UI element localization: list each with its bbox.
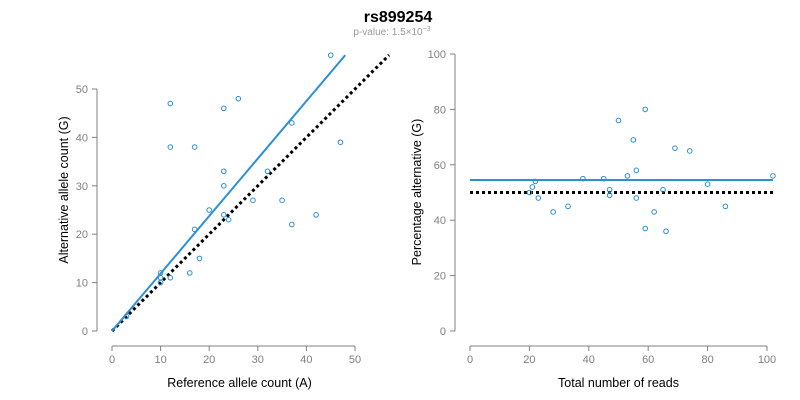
right-data-point [633, 167, 640, 174]
right-y-tick-label: 0 [440, 326, 446, 338]
chart-subtitle: p-value: 1.5×10−3 [353, 26, 430, 38]
left-data-point [191, 144, 198, 150]
left-y-tick-label: 20 [76, 229, 88, 241]
chart-title: rs899254 [364, 9, 433, 26]
left-y-axis-label: Alternative allele count (G) [57, 116, 71, 263]
right-data-point [704, 181, 711, 187]
right-y-tick-label: 60 [434, 160, 446, 172]
left-x-tick-label: 0 [109, 354, 115, 366]
left-data-point [167, 274, 174, 281]
left-x-tick-label: 10 [154, 354, 166, 366]
right-y-tick-label: 40 [434, 215, 446, 227]
left-data-point [220, 105, 227, 112]
left-y-tick-label: 40 [76, 132, 88, 144]
left-x-tick-label: 20 [203, 354, 215, 366]
right-data-point [663, 228, 669, 235]
left-data-point [235, 95, 242, 102]
right-data-point [565, 203, 571, 210]
right-data-point [686, 148, 693, 154]
left-data-point [327, 52, 334, 58]
left-data-point [206, 207, 212, 213]
left-data-point [250, 197, 256, 204]
right-y-tick-label: 100 [428, 49, 446, 61]
left-data-point [157, 270, 164, 276]
right-x-tick-label: 20 [523, 354, 535, 366]
right-data-point [615, 117, 622, 124]
left-data-point [313, 212, 319, 218]
right-y-tick-label: 20 [434, 271, 446, 283]
left-data-point [157, 274, 164, 281]
right-data-point [606, 192, 613, 199]
left-data-point [220, 212, 227, 218]
left-data-point [167, 100, 174, 107]
right-data-point [722, 203, 729, 210]
right-data-point [580, 175, 586, 182]
right-y-axis-label: Percentage alternative (G) [410, 119, 424, 266]
right-data-point [642, 106, 649, 113]
right-y-tick-label: 80 [434, 104, 446, 116]
left-data-point [196, 255, 203, 262]
right-data-point [660, 186, 666, 193]
right-data-point [672, 145, 678, 151]
left-data-point [289, 221, 295, 228]
left-data-point [337, 139, 344, 146]
right-x-tick-label: 40 [583, 354, 595, 366]
right-data-point [532, 178, 539, 185]
right-x-tick-label: 0 [467, 354, 473, 366]
right-data-point [651, 209, 657, 215]
left-data-point [220, 168, 227, 175]
right-data-point [526, 189, 533, 196]
right-x-tick-label: 60 [642, 354, 654, 366]
right-data-point [529, 184, 536, 190]
left-y-tick-label: 50 [76, 84, 88, 96]
left-fitted-line [111, 54, 347, 332]
right-x-tick-label: 100 [758, 354, 776, 366]
right-data-point [535, 195, 542, 201]
left-data-point [123, 313, 130, 320]
subtitle-text: p-value: 1.5×10 [353, 27, 423, 38]
right-data-point [630, 137, 637, 143]
left-y-tick-label: 30 [76, 181, 88, 193]
left-x-axis-label: Reference allele count (A) [167, 376, 312, 390]
left-data-point [225, 216, 232, 223]
left-expected-reference-line [110, 54, 391, 333]
right-data-point [633, 195, 640, 201]
left-data-point [279, 197, 285, 204]
left-data-point [191, 226, 198, 233]
left-x-tick-label: 50 [349, 354, 361, 366]
left-data-point [186, 270, 193, 276]
right-x-axis-label: Total number of reads [558, 376, 679, 390]
right-data-point [600, 175, 607, 182]
left-x-tick-label: 30 [252, 354, 264, 366]
left-data-point [264, 168, 271, 175]
right-panel-percentage-scatter: 0 20 40 60 80 100 0 20 40 60 80 100 Total number of … [410, 49, 776, 390]
subtitle-exponent: −3 [423, 26, 431, 33]
left-data-point [220, 183, 227, 189]
left-y-tick-label: 0 [82, 326, 88, 338]
right-data-point [770, 173, 776, 179]
left-data-point [289, 120, 295, 126]
right-data-point [642, 225, 649, 232]
left-panel-count-scatter: 0 10 20 30 40 50 0 10 20 30 40 50 Reference allele c… [57, 52, 391, 390]
right-x-tick-label: 80 [701, 354, 713, 366]
right-data-point [550, 209, 556, 215]
right-data-point [606, 186, 613, 193]
left-x-tick-label: 40 [300, 354, 312, 366]
left-y-tick-label: 10 [76, 278, 88, 290]
right-data-point [624, 173, 631, 179]
left-data-point [167, 144, 174, 150]
